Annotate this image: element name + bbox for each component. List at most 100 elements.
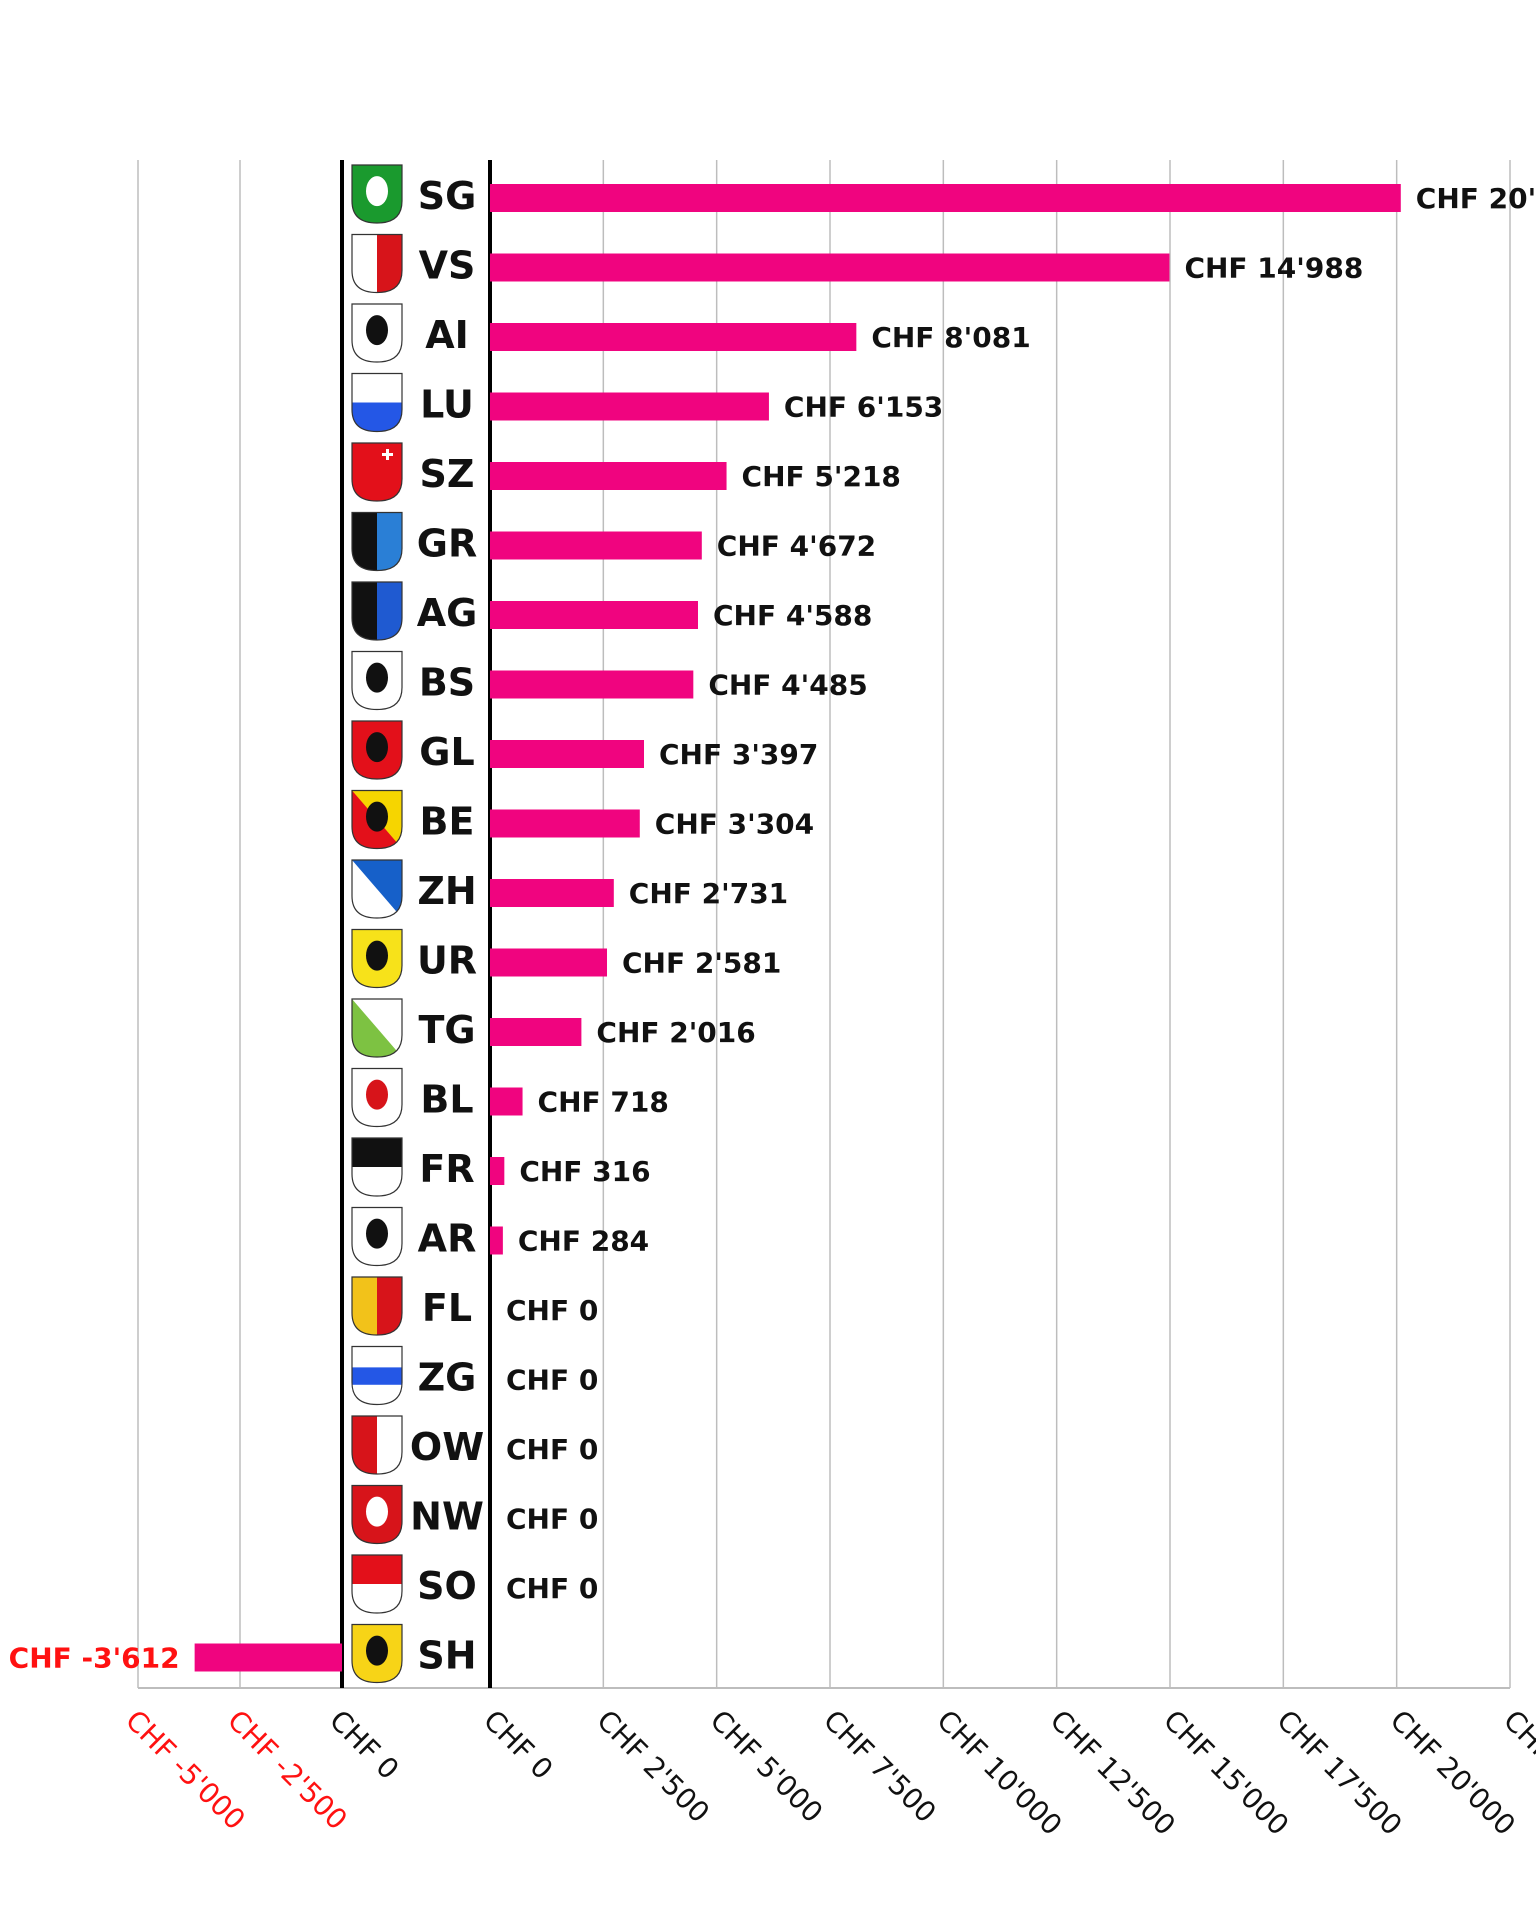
shield-emblem: [366, 1218, 388, 1249]
value-label: CHF 3'304: [655, 808, 814, 841]
so-coat-of-arms-icon-outline: [351, 1554, 403, 1614]
category-labels: SG VS AI LU SZ GR AG BS GL BE ZH UR TG BL FR AR FL ZG OW NW…: [410, 174, 484, 1678]
shield-field: [377, 234, 402, 293]
sg-coat-of-arms-icon-outline: [351, 164, 403, 224]
bar: [490, 462, 727, 490]
nw-coat-of-arms-icon: [351, 1484, 403, 1545]
ar-coat-of-arms-icon-outline: [351, 1206, 403, 1267]
value-label: CHF 6'153: [784, 391, 943, 424]
bl-coat-of-arms-icon-fill: [352, 1068, 402, 1127]
lu-coat-of-arms-icon-outline: [351, 372, 403, 433]
shield-field: [352, 402, 402, 432]
value-label: CHF 3'397: [659, 738, 818, 771]
sh-coat-of-arms-icon: [351, 1623, 403, 1684]
ow-coat-of-arms-icon-fill: [352, 1416, 402, 1474]
sg-coat-of-arms-icon: [351, 164, 403, 224]
category-label: BE: [420, 800, 475, 844]
shield-field: [352, 860, 402, 918]
be-coat-of-arms-icon: [351, 789, 403, 850]
category-label: BL: [420, 1078, 473, 1122]
bs-coat-of-arms-icon-outline: [351, 650, 403, 711]
ag-coat-of-arms-icon-outline: [351, 581, 403, 641]
zh-coat-of-arms-icon-outline: [351, 859, 403, 919]
gl-coat-of-arms-icon-outline: [351, 720, 403, 780]
bar: [194, 1643, 342, 1672]
sh-coat-of-arms-icon-fill: [352, 1624, 402, 1683]
value-label: CHF -3'612: [9, 1642, 180, 1675]
ow-coat-of-arms-icon: [351, 1415, 403, 1475]
category-label: BS: [419, 661, 475, 705]
category-label: OW: [410, 1425, 484, 1469]
gl-coat-of-arms-icon-fill: [352, 721, 402, 779]
shield-field: [352, 999, 402, 1057]
value-label: CHF 0: [506, 1572, 598, 1605]
category-label: FL: [422, 1286, 472, 1330]
shield-emblem: [366, 1496, 388, 1527]
bar: [490, 670, 694, 699]
bl-coat-of-arms-icon-outline: [351, 1067, 403, 1128]
vs-coat-of-arms-icon-fill: [352, 234, 402, 293]
vs-coat-of-arms-icon: [351, 233, 403, 294]
category-label: SZ: [420, 452, 475, 496]
zg-coat-of-arms-icon: [351, 1345, 403, 1406]
value-label: CHF 4'485: [708, 669, 867, 702]
value-label: CHF 2'581: [622, 947, 781, 980]
x-tick-label: CHF 5'000: [704, 1704, 830, 1830]
zh-coat-of-arms-icon: [351, 859, 403, 919]
tg-coat-of-arms-icon: [351, 998, 403, 1058]
fl-coat-of-arms-icon-outline: [351, 1276, 403, 1336]
bs-coat-of-arms-icon: [351, 650, 403, 711]
value-label: CHF 2'016: [596, 1016, 755, 1049]
x-tick-label: CHF 0: [477, 1704, 559, 1786]
fr-coat-of-arms-icon-fill: [352, 1138, 402, 1196]
sz-coat-of-arms-icon-outline: [351, 442, 403, 502]
tg-coat-of-arms-icon-fill: [352, 999, 402, 1057]
shield-emblem: [366, 801, 388, 832]
shield-emblem: [366, 662, 388, 693]
category-label: VS: [419, 244, 476, 288]
category-label: ZG: [418, 1356, 477, 1400]
category-label: SG: [418, 174, 477, 218]
ai-coat-of-arms-icon: [351, 303, 403, 363]
bar: [490, 1157, 505, 1185]
nw-coat-of-arms-icon-outline: [351, 1484, 403, 1545]
value-label: CHF 4'588: [713, 599, 872, 632]
gr-coat-of-arms-icon: [351, 511, 403, 572]
sg-coat-of-arms-icon-fill: [352, 165, 402, 223]
category-label: FR: [419, 1147, 474, 1191]
ur-coat-of-arms-icon-outline: [351, 928, 403, 989]
ur-coat-of-arms-icon: [351, 928, 403, 989]
category-label: GR: [417, 522, 477, 566]
bar: [490, 1018, 582, 1046]
ar-coat-of-arms-icon-fill: [352, 1207, 402, 1266]
value-label: CHF 4'672: [717, 530, 876, 563]
fr-coat-of-arms-icon-outline: [351, 1137, 403, 1197]
shield-field: [352, 1584, 402, 1613]
zg-coat-of-arms-icon-fill: [352, 1346, 402, 1405]
shield-emblem: [366, 1079, 388, 1110]
sz-coat-of-arms-icon: [351, 442, 403, 502]
value-label: CHF 20'091: [1416, 182, 1536, 215]
value-label: CHF 2'731: [629, 877, 788, 910]
bar: [490, 1226, 503, 1255]
be-coat-of-arms-icon-fill: [352, 790, 402, 849]
shield-emblem: [366, 732, 388, 763]
value-label: CHF 284: [518, 1225, 649, 1258]
value-label: CHF 0: [506, 1364, 598, 1397]
x-tick-label: CHF 0: [323, 1704, 405, 1786]
value-label: CHF 14'988: [1184, 252, 1363, 285]
bar: [490, 392, 769, 421]
bars: [194, 184, 1401, 1672]
value-label: CHF 0: [506, 1294, 598, 1327]
category-label: AG: [417, 591, 478, 635]
ow-coat-of-arms-icon-outline: [351, 1415, 403, 1475]
bar: [490, 809, 640, 838]
vs-coat-of-arms-icon-outline: [351, 233, 403, 294]
value-label: CHF 0: [506, 1503, 598, 1536]
category-label: AR: [418, 1217, 477, 1261]
axes: [138, 160, 1510, 1689]
gl-coat-of-arms-icon: [351, 720, 403, 780]
bar: [490, 879, 614, 907]
category-label: ZH: [417, 869, 476, 913]
